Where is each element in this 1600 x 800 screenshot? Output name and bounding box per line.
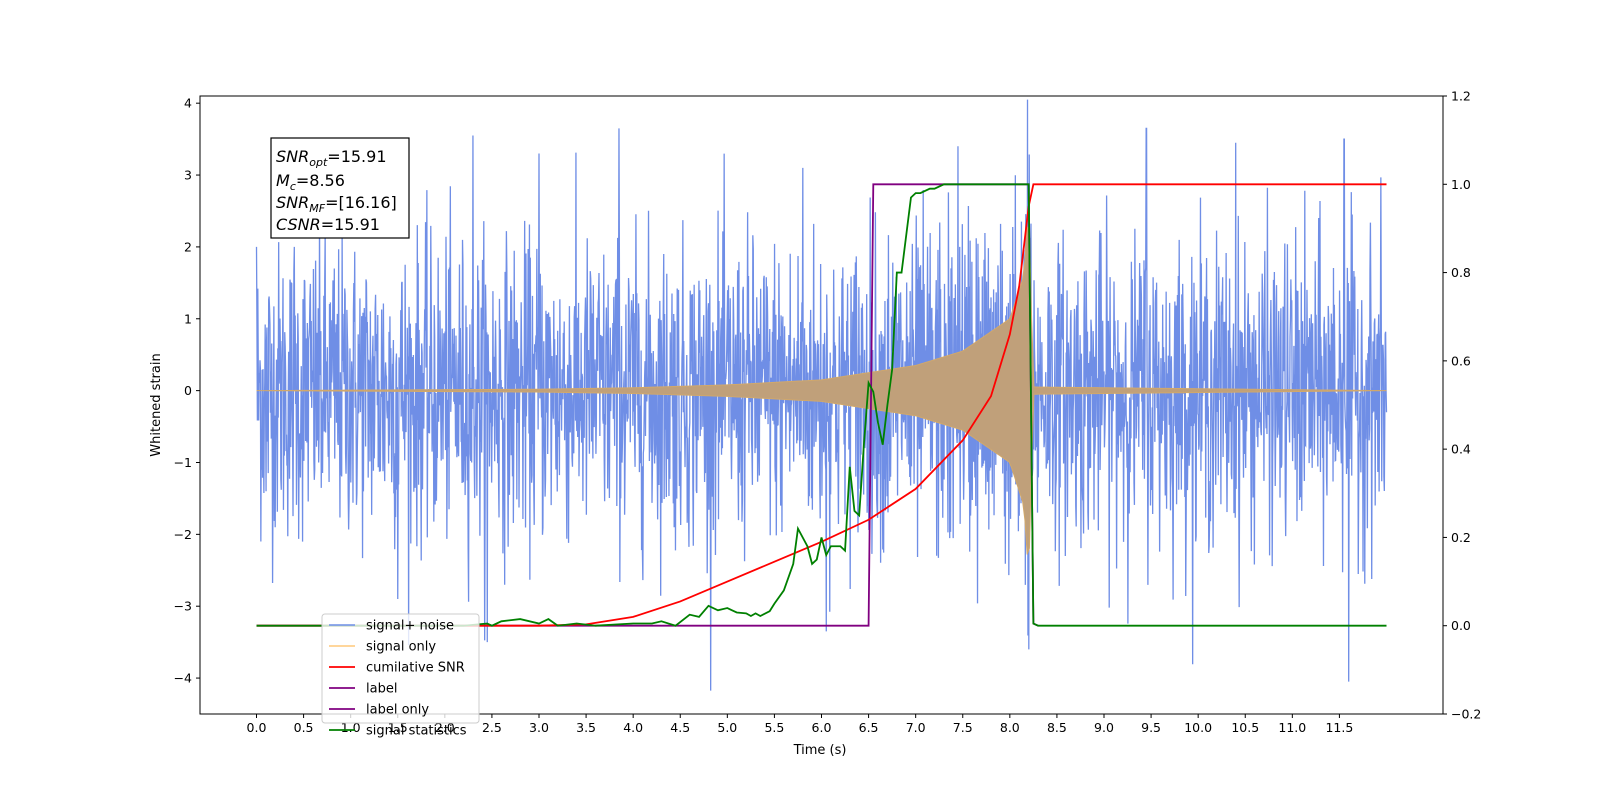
- x-tick-label: 8.0: [1000, 720, 1020, 735]
- annotation-box: SNRopt=15.91 Mc=8.56 SNRMF=[16.16] CSNR=…: [270, 137, 410, 239]
- ann-mc-main: M: [276, 171, 290, 190]
- x-tick-label: 4.0: [623, 720, 643, 735]
- y2-tick-label: −0.2: [1451, 707, 1481, 722]
- y-tick-label: −1: [174, 455, 192, 470]
- y-axis-label: Whitened strain: [149, 353, 164, 456]
- ann-snr-opt-main: SNR: [276, 147, 309, 166]
- x-tick-label: 1.5: [388, 720, 408, 735]
- x-tick-label: 7.0: [906, 720, 926, 735]
- y2-tick-label: 0.8: [1451, 265, 1471, 280]
- ann-snr-mf-sub: MF: [309, 202, 325, 215]
- x-tick-label: 0.0: [247, 720, 267, 735]
- svg-text:CSNR=15.91: CSNR=15.91: [276, 215, 380, 234]
- y2-tick-label: 0.4: [1451, 442, 1471, 457]
- ann-csnr-value: =15.91: [321, 215, 380, 234]
- x-tick-label: 5.0: [717, 720, 737, 735]
- x-tick-label: 0.5: [294, 720, 314, 735]
- y-tick-label: 3: [184, 168, 192, 183]
- y2-tick-label: 0.0: [1451, 618, 1471, 633]
- ann-mc-value: =8.56: [296, 171, 345, 190]
- series-signal-statistics: [256, 183, 1387, 627]
- y-axis-ticks: −4 −3 −2 −1 0 1 2 3 4: [174, 96, 200, 686]
- x-tick-label: 11.5: [1325, 720, 1353, 735]
- series-layer: [255, 99, 1388, 691]
- svg-text:SNRMF=[16.16]: SNRMF=[16.16]: [276, 193, 397, 215]
- legend-label: cumilative SNR: [366, 661, 465, 676]
- x-tick-label: 9.5: [1141, 720, 1161, 735]
- series-cumulative-snr: [256, 183, 1387, 627]
- x-tick-label: 4.5: [670, 720, 690, 735]
- x-tick-label: 10.0: [1184, 720, 1212, 735]
- x-tick-label: 2.0: [435, 720, 455, 735]
- x-tick-label: 3.5: [576, 720, 596, 735]
- x-tick-label: 8.5: [1047, 720, 1067, 735]
- y-tick-label: −3: [174, 599, 192, 614]
- y2-tick-label: 1.2: [1451, 89, 1471, 104]
- x-tick-label: 6.5: [859, 720, 879, 735]
- svg-text:SNRopt=15.91: SNRopt=15.91: [276, 147, 387, 169]
- y-tick-label: 0: [184, 383, 192, 398]
- legend: signal+ noise signal only cumilative SNR la…: [321, 613, 480, 739]
- legend-label: label: [366, 682, 397, 697]
- x-tick-label: 3.0: [529, 720, 549, 735]
- series-signal-only: [256, 226, 1387, 555]
- x-tick-label: 2.5: [482, 720, 502, 735]
- y-tick-label: 1: [184, 311, 192, 326]
- y-tick-label: −2: [174, 527, 192, 542]
- ann-snr-opt-sub: opt: [309, 156, 328, 169]
- y2-axis-ticks: −0.2 0.0 0.2 0.4 0.6 0.8 1.0 1.2: [1443, 89, 1481, 722]
- ann-snr-mf-value: =[16.16]: [325, 193, 397, 212]
- ann-snr-mf-main: SNR: [276, 193, 309, 212]
- x-tick-label: 5.5: [764, 720, 784, 735]
- legend-box: [321, 613, 480, 724]
- x-tick-label: 1.0: [341, 720, 361, 735]
- ann-mc-sub: c: [290, 180, 296, 193]
- y2-tick-label: 1.0: [1451, 177, 1471, 192]
- svg-text:Mc=8.56: Mc=8.56: [276, 171, 345, 193]
- x-tick-label: 9.0: [1094, 720, 1114, 735]
- ann-csnr-main: CSNR: [276, 215, 321, 234]
- y-tick-label: −4: [174, 671, 192, 686]
- legend-label: signal only: [366, 640, 436, 655]
- y-tick-label: 2: [184, 239, 192, 254]
- legend-label: label only: [366, 703, 429, 718]
- y2-tick-label: 0.2: [1451, 530, 1471, 545]
- ann-snr-opt-value: =15.91: [327, 147, 386, 166]
- x-axis-label: Time (s): [793, 743, 847, 758]
- legend-label: signal+ noise: [366, 619, 454, 634]
- y2-tick-label: 0.6: [1451, 353, 1471, 368]
- legend-label: signal statistics: [366, 724, 467, 739]
- x-tick-label: 11.0: [1278, 720, 1306, 735]
- x-tick-label: 10.5: [1231, 720, 1259, 735]
- x-tick-label: 6.0: [812, 720, 832, 735]
- x-axis-ticks: 0.0 0.5 1.0 1.5 2.0 2.5 3.0 3.5 4.0 4.5 5.0 5.5 6.0 6…: [247, 714, 1353, 735]
- y-tick-label: 4: [184, 96, 192, 111]
- x-tick-label: 7.5: [953, 720, 973, 735]
